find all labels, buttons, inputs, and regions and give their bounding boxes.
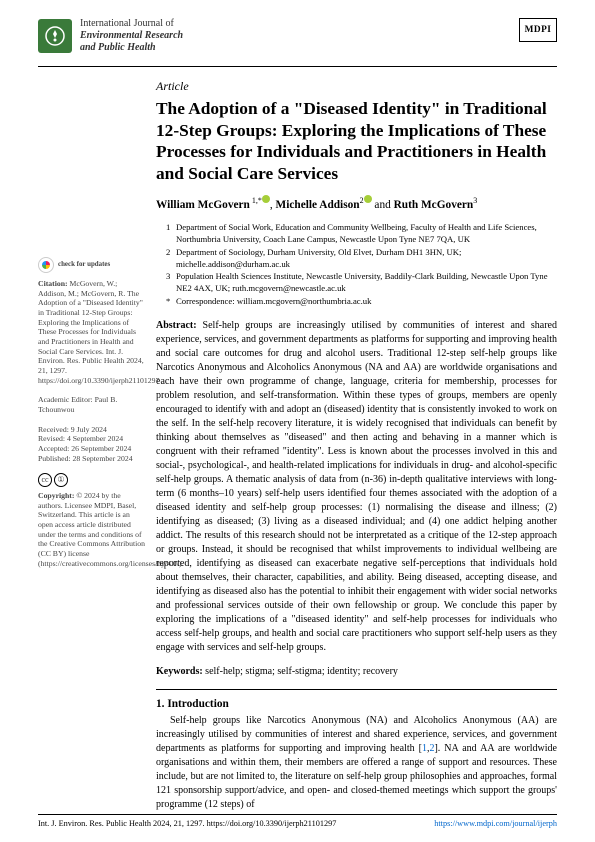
- article-type: Article: [156, 79, 557, 94]
- and-sep: and: [372, 198, 394, 210]
- keywords-label: Keywords:: [156, 666, 203, 677]
- published-date: Published: 28 September 2024: [38, 454, 146, 464]
- check-updates-badge[interactable]: check for updates: [38, 257, 146, 273]
- received-date: Received: 9 July 2024: [38, 425, 146, 435]
- abstract-text: Self-help groups are increasingly utilis…: [156, 320, 557, 653]
- check-updates-icon: [38, 257, 54, 273]
- affil-num: 1: [166, 222, 176, 245]
- cc-badge[interactable]: cc ①: [38, 473, 68, 487]
- affil-num: 3: [166, 271, 176, 294]
- orcid-icon[interactable]: [364, 195, 372, 203]
- citation-label: Citation:: [38, 279, 68, 288]
- article-title: The Adoption of a "Diseased Identity" in…: [156, 98, 557, 185]
- affil-text: Department of Sociology, Durham Universi…: [176, 247, 557, 270]
- abstract: Abstract: Self-help groups are increasin…: [156, 319, 557, 655]
- keywords: Keywords: self-help; stigma; self-stigma…: [156, 665, 557, 679]
- abstract-label: Abstract:: [156, 320, 197, 331]
- affiliation-row: 2Department of Sociology, Durham Univers…: [166, 247, 557, 270]
- affiliation-row: 1Department of Social Work, Education an…: [166, 222, 557, 245]
- footer-left: Int. J. Environ. Res. Public Health 2024…: [38, 819, 336, 828]
- citation-text: McGovern, W.; Addison, M.; McGovern, R. …: [38, 279, 159, 385]
- affiliations: 1Department of Social Work, Education an…: [156, 222, 557, 307]
- citation-block: Citation: McGovern, W.; Addison, M.; McG…: [38, 279, 146, 385]
- publisher-logo[interactable]: MDPI: [519, 18, 557, 42]
- affil-num: 2: [166, 247, 176, 270]
- article-body: Article The Adoption of a "Diseased Iden…: [156, 79, 557, 812]
- footer-right-link[interactable]: https://www.mdpi.com/journal/ijerph: [434, 819, 557, 828]
- author-3[interactable]: Ruth McGovern: [394, 198, 474, 210]
- revised-date: Revised: 4 September 2024: [38, 434, 146, 444]
- journal-title: International Journal of Environmental R…: [80, 18, 183, 54]
- keywords-text: self-help; stigma; self-stigma; identity…: [203, 666, 398, 677]
- affiliation-row: 3Population Health Sciences Institute, N…: [166, 271, 557, 294]
- accepted-date: Accepted: 26 September 2024: [38, 444, 146, 454]
- check-updates-text: check for updates: [58, 262, 110, 269]
- editor-block: Academic Editor: Paul B. Tchounwou: [38, 395, 146, 414]
- affil-num: *: [166, 296, 176, 308]
- dates-block: Received: 9 July 2024 Revised: 4 Septemb…: [38, 425, 146, 464]
- correspondence-row: *Correspondence: william.mcgovern@northu…: [166, 296, 557, 308]
- page-footer: Int. J. Environ. Res. Public Health 2024…: [38, 814, 557, 828]
- affil-text: Department of Social Work, Education and…: [176, 222, 557, 245]
- by-icon: ①: [54, 473, 68, 487]
- orcid-icon[interactable]: [262, 195, 270, 203]
- sidebar: check for updates Citation: McGovern, W.…: [38, 79, 156, 812]
- license-block: cc ① Copyright: © 2024 by the authors. L…: [38, 473, 146, 568]
- page-header: International Journal of Environmental R…: [0, 0, 595, 62]
- affil-text: Correspondence: william.mcgovern@northum…: [176, 296, 371, 308]
- cc-icon: cc: [38, 473, 52, 487]
- author-2[interactable]: Michelle Addison: [276, 198, 360, 210]
- author-1-sup: 1,*: [250, 196, 262, 205]
- affil-text: Population Health Sciences Institute, Ne…: [176, 271, 557, 294]
- editor-label: Academic Editor:: [38, 395, 93, 404]
- main-content: check for updates Citation: McGovern, W.…: [0, 67, 595, 812]
- journal-logo-icon: [38, 19, 72, 53]
- journal-line3: and Public Health: [80, 42, 183, 54]
- author-1[interactable]: William McGovern: [156, 198, 250, 210]
- journal-line1: International Journal of: [80, 18, 183, 30]
- authors-line: William McGovern 1,*, Michelle Addison2 …: [156, 195, 557, 211]
- journal-info: International Journal of Environmental R…: [38, 18, 183, 54]
- section-heading-intro: 1. Introduction: [156, 698, 557, 710]
- copyright-label: Copyright:: [38, 491, 74, 500]
- author-2-sup: 2: [360, 196, 364, 205]
- journal-line2: Environmental Research: [80, 30, 183, 42]
- author-3-sup: 3: [473, 196, 477, 205]
- intro-paragraph: Self-help groups like Narcotics Anonymou…: [156, 714, 557, 812]
- keywords-rule: [156, 689, 557, 690]
